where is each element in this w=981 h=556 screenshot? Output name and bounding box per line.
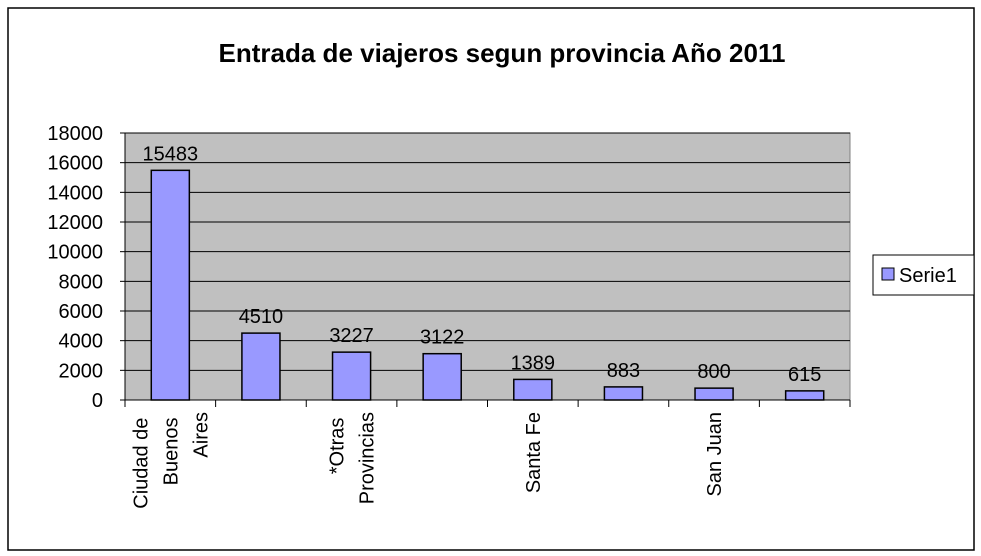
data-label: 883: [607, 360, 640, 382]
x-tick-label: *Otras Provincias: [327, 412, 379, 504]
plot-area: [124, 132, 851, 401]
y-tick-label: 10000: [47, 242, 103, 264]
bar: [150, 169, 191, 401]
data-label: 800: [697, 361, 730, 383]
y-tick-label: 6000: [59, 301, 104, 323]
legend-swatch: [881, 267, 895, 281]
y-tick-label: 12000: [47, 212, 103, 234]
y-tick-label: 8000: [59, 271, 104, 293]
bar: [603, 386, 644, 401]
data-label: 15483: [143, 143, 199, 165]
bar: [513, 378, 553, 401]
y-tick-label: 18000: [47, 123, 103, 145]
bar: [241, 332, 281, 401]
x-tick-label: Santa Fe: [523, 412, 545, 493]
data-label: 1389: [511, 352, 556, 374]
chart-title: Entrada de viajeros segun provincia Año …: [219, 38, 786, 68]
legend-label: Serie1: [899, 265, 957, 287]
y-tick-label: 14000: [47, 182, 103, 204]
bar: [422, 352, 462, 401]
y-tick-label: 2000: [59, 360, 104, 382]
x-tick-label: San Juan: [704, 412, 726, 497]
y-tick-label: 0: [92, 390, 103, 412]
bar: [784, 390, 825, 401]
data-label: 615: [788, 364, 821, 386]
data-label: 3122: [420, 327, 465, 349]
y-tick-label: 4000: [59, 331, 104, 353]
bar: [331, 351, 372, 401]
bar: [694, 387, 734, 401]
data-label: 3227: [329, 325, 374, 347]
data-label: 4510: [239, 306, 284, 328]
y-tick-label: 16000: [47, 153, 103, 175]
x-tick-label: Ciudad de Buenos Aires: [130, 412, 212, 509]
